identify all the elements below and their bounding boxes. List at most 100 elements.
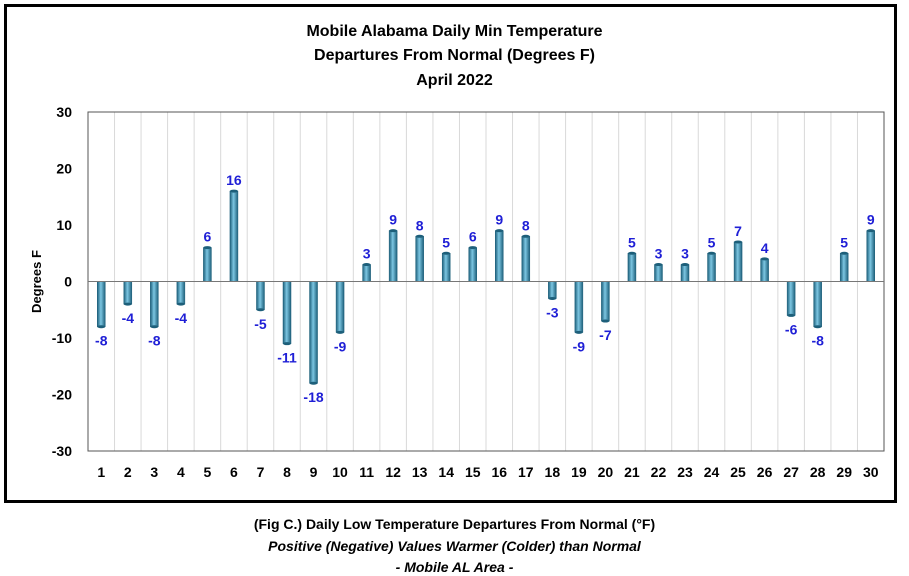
bar	[468, 247, 477, 282]
x-tick-label: 22	[651, 464, 667, 480]
x-tick-label: 24	[704, 464, 720, 480]
data-label: -3	[546, 304, 559, 320]
data-label: 3	[363, 246, 371, 262]
bar	[441, 253, 451, 282]
x-tick-label: 6	[230, 464, 238, 480]
data-label: -9	[573, 338, 586, 354]
data-label: -4	[122, 310, 135, 326]
bar	[813, 281, 822, 327]
data-labels: -8 -4 -8 -4 6 16 -5 -11 -18 -9 3 9 8 5 6 9 8 -3 -9 -7 5 3 3 5 7 4…	[95, 172, 875, 405]
bar	[521, 236, 531, 282]
bar	[866, 230, 875, 282]
x-tick-label: 19	[571, 464, 587, 480]
bar	[574, 281, 584, 333]
x-tick-label: 9	[310, 464, 318, 480]
bar	[150, 281, 159, 327]
data-label: 5	[708, 234, 716, 250]
x-tick-label: 28	[810, 464, 826, 480]
data-label: 5	[442, 234, 450, 250]
data-label: 7	[734, 223, 742, 239]
y-tick-label: 20	[56, 161, 72, 177]
bar-cap	[760, 257, 769, 261]
data-label: 8	[522, 217, 530, 233]
bar	[388, 230, 398, 282]
x-tick-label: 18	[545, 464, 561, 480]
data-label: -4	[175, 310, 188, 326]
data-label: 6	[469, 229, 477, 245]
x-tick-label: 5	[204, 464, 212, 480]
caption-line-1: (Fig C.) Daily Low Temperature Departure…	[253, 516, 656, 532]
data-label: 5	[628, 234, 636, 250]
x-tick-label: 3	[150, 464, 158, 480]
x-tick-label: 15	[465, 464, 481, 480]
x-tick-label: 7	[257, 464, 265, 480]
data-label: 3	[655, 246, 663, 262]
x-tick-label: 29	[836, 464, 852, 480]
bar-cap	[203, 246, 212, 250]
x-tick-label: 23	[677, 464, 693, 480]
bar-cap	[627, 251, 636, 255]
data-label: 6	[204, 229, 212, 245]
x-tick-label: 2	[124, 464, 132, 480]
bar	[707, 253, 716, 282]
data-label: -9	[334, 338, 347, 354]
chart-title-line-3: April 2022	[416, 72, 493, 89]
bar-cap	[389, 229, 398, 233]
bar-cap	[362, 263, 371, 267]
bar	[176, 281, 186, 305]
bar-cap	[521, 234, 530, 238]
bar-cap	[150, 325, 159, 329]
bar	[839, 253, 849, 282]
y-tick-label: -10	[52, 330, 72, 346]
bar-cap	[495, 229, 504, 233]
bar-cap	[176, 302, 185, 306]
bar	[548, 281, 557, 299]
y-tick-label: 10	[56, 217, 72, 233]
data-label: -6	[785, 321, 798, 337]
x-tick-label: 14	[438, 464, 454, 480]
bar	[786, 281, 796, 316]
bar-cap	[787, 313, 796, 317]
bar	[627, 253, 637, 282]
x-tick-label: 16	[491, 464, 507, 480]
bar-cap	[256, 308, 265, 312]
data-label: -8	[811, 333, 824, 349]
x-tick-label: 17	[518, 464, 534, 480]
data-label: 9	[495, 212, 503, 228]
bar	[415, 236, 424, 282]
data-label: -18	[303, 389, 323, 405]
y-tick-label: 0	[64, 274, 72, 290]
bar	[256, 281, 265, 310]
bar-cap	[548, 296, 557, 300]
y-tick-label: 30	[56, 104, 72, 120]
bar-cap	[283, 342, 291, 346]
y-tick-label: -30	[52, 443, 72, 459]
bar	[97, 281, 106, 327]
bar-cap	[97, 325, 106, 329]
chart-title-line-2: Departures From Normal (Degrees F)	[314, 47, 595, 64]
bar-cap	[123, 302, 132, 306]
bar	[335, 281, 345, 333]
caption-line-3: - Mobile AL Area -	[395, 559, 514, 575]
y-tick-label: -20	[52, 387, 72, 403]
bars	[97, 189, 875, 385]
bar	[203, 247, 212, 282]
x-tick-label: 13	[412, 464, 428, 480]
bar	[654, 264, 663, 282]
x-tick-label: 11	[359, 464, 374, 480]
data-label: 9	[867, 212, 875, 228]
data-label: 8	[416, 217, 424, 233]
data-label: 5	[840, 234, 848, 250]
bar	[123, 281, 133, 305]
x-tick-label: 1	[97, 464, 105, 480]
bar-cap	[681, 263, 689, 267]
data-label: -5	[254, 316, 267, 332]
bar-cap	[468, 246, 477, 250]
data-label: 4	[761, 240, 769, 256]
y-axis-label: Degrees F	[29, 250, 44, 313]
data-label: 3	[681, 246, 689, 262]
bar-cap	[734, 240, 743, 244]
bar	[760, 258, 769, 282]
bar	[733, 241, 743, 282]
